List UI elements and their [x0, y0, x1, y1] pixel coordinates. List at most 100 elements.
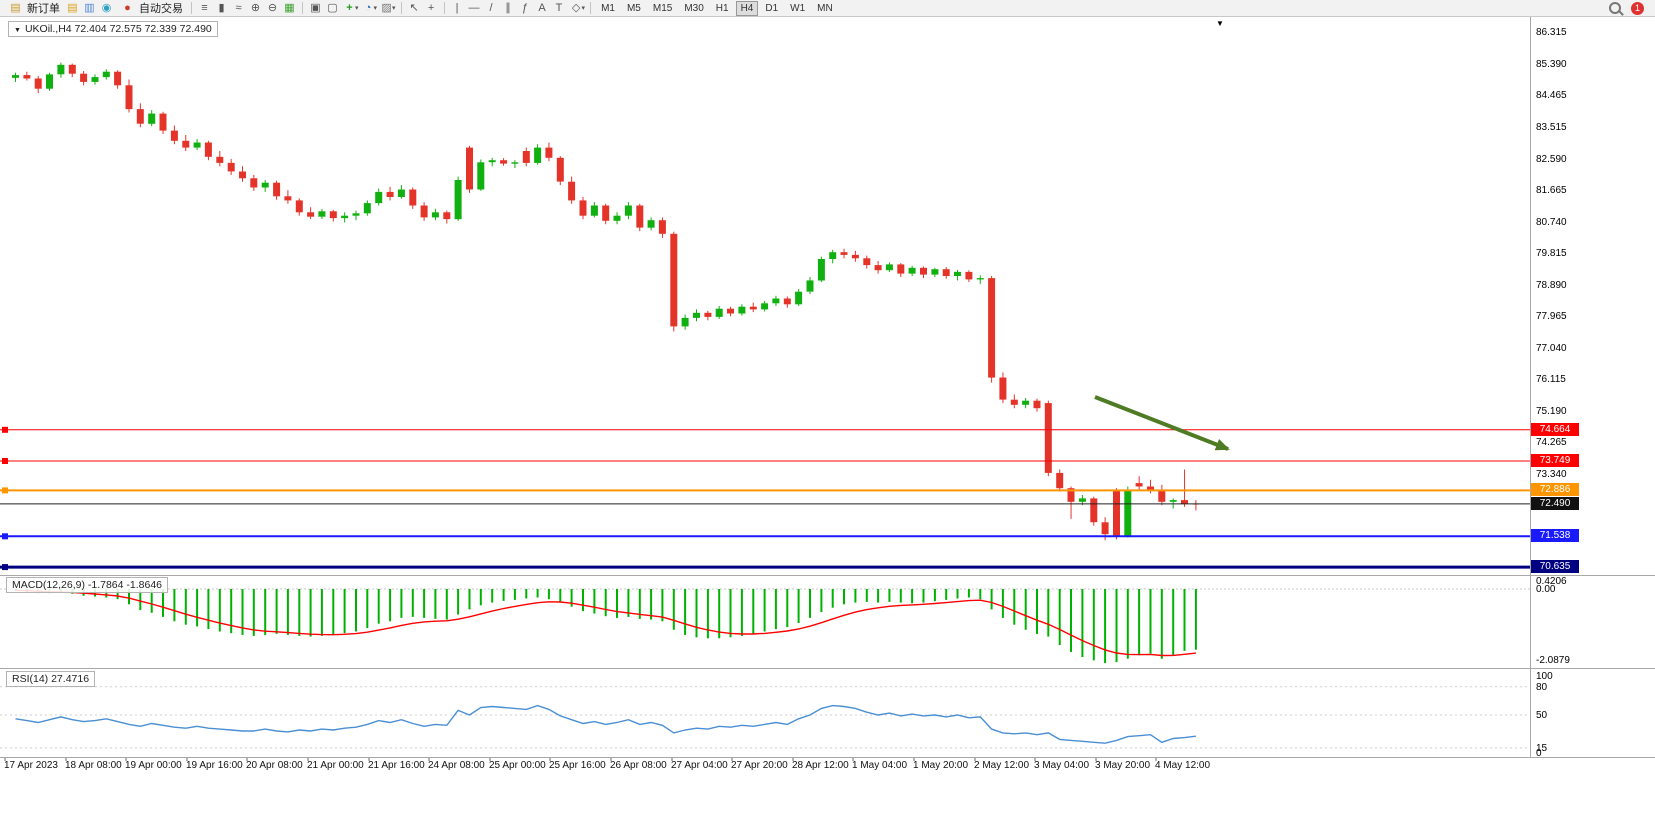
- line-chart-icon[interactable]: ≈: [235, 1, 242, 14]
- candle-body: [954, 271, 961, 276]
- candle-body: [636, 205, 644, 228]
- search-icon[interactable]: [1609, 2, 1621, 14]
- crosshair-icon[interactable]: +: [427, 1, 435, 14]
- bar-chart-icon[interactable]: ≡: [201, 1, 208, 14]
- toolbar-separator: [400, 2, 402, 14]
- candle-body: [1090, 498, 1098, 523]
- candle-body: [307, 212, 315, 217]
- candle-body: [250, 178, 258, 188]
- candle-body: [874, 265, 882, 271]
- timeframe-m15[interactable]: M15: [652, 2, 673, 14]
- candle-body: [1158, 489, 1166, 502]
- candle-body: [1124, 489, 1132, 536]
- price-level-badge: 74.664: [1531, 423, 1579, 436]
- equidistant-channel-icon[interactable]: ∥: [505, 1, 511, 14]
- new-chart-icon[interactable]: ▣: [310, 1, 321, 14]
- candle-body: [375, 191, 383, 204]
- new-order-label: 新订单: [27, 3, 60, 15]
- candle-body: [988, 278, 996, 378]
- timeframe-h4[interactable]: H4: [735, 0, 759, 16]
- candle-body: [534, 147, 542, 163]
- candle-body: [363, 203, 371, 214]
- candle-body: [693, 312, 700, 318]
- notification-badge[interactable]: 1: [1631, 1, 1644, 15]
- candle-body: [681, 317, 689, 327]
- time-axis-label: 1 May 20:00: [913, 760, 969, 771]
- chart-ohlc-text: UKOil.,H4 72.404 72.575 72.339 72.490: [24, 23, 212, 35]
- trend-arrow[interactable]: [1094, 395, 1230, 451]
- market-watch-icon[interactable]: ◉: [101, 1, 112, 14]
- timeframe-h1[interactable]: H1: [715, 2, 729, 14]
- price-axis-label: 77.040: [1536, 343, 1567, 354]
- candle-body: [159, 113, 167, 131]
- candle-body: [431, 212, 439, 218]
- candle-body: [976, 278, 984, 280]
- vertical-line-icon[interactable]: |: [455, 1, 459, 14]
- timeframe-m30[interactable]: M30: [684, 2, 704, 14]
- periods-icon[interactable]: ◔: [364, 1, 372, 14]
- price-axis-label: 81.665: [1536, 185, 1567, 196]
- autotrade-button[interactable]: ● 自动交易: [115, 0, 187, 16]
- time-axis-label: 17 Apr 2023: [4, 760, 58, 771]
- candle-body: [761, 303, 769, 310]
- fibonacci-icon[interactable]: ƒ: [521, 1, 529, 14]
- time-axis-label: 1 May 04:00: [852, 760, 908, 771]
- macd-panel-divider[interactable]: [0, 575, 1655, 576]
- time-axis-label: 21 Apr 00:00: [307, 760, 364, 771]
- candle-body: [34, 78, 42, 89]
- price-axis-label: 80.740: [1536, 217, 1567, 228]
- timeframe-d1[interactable]: D1: [765, 2, 779, 14]
- timeframe-m5[interactable]: M5: [626, 2, 641, 14]
- price-axis-label: 76.115: [1536, 374, 1566, 385]
- timeframe-mn[interactable]: MN: [817, 2, 833, 14]
- shapes-icon[interactable]: ◇: [571, 1, 581, 14]
- level-handle[interactable]: [2, 564, 8, 571]
- templates-icon-dropdown[interactable]: ▾: [392, 5, 396, 12]
- candle-body: [738, 306, 746, 314]
- timeframe-m1[interactable]: M1: [601, 2, 615, 14]
- candle-body: [80, 73, 88, 82]
- rsi-panel-divider[interactable]: [0, 668, 1655, 669]
- candle-body: [602, 205, 610, 221]
- level-handle[interactable]: [2, 533, 8, 540]
- candle-body: [386, 191, 394, 197]
- candle-body: [1010, 399, 1018, 405]
- horizontal-line-icon[interactable]: —: [468, 1, 480, 14]
- chart-windows-icon[interactable]: ▢: [327, 1, 338, 14]
- level-handle[interactable]: [2, 487, 8, 494]
- zoom-out-icon[interactable]: ⊖: [267, 1, 278, 14]
- candlestick-chart-icon[interactable]: ▮: [218, 1, 225, 14]
- time-axis-label: 21 Apr 16:00: [368, 760, 425, 771]
- text-icon[interactable]: A: [538, 1, 546, 14]
- new-order-button[interactable]: ▤ 新订单: [3, 0, 64, 16]
- cursor-icon[interactable]: ↖: [409, 1, 419, 14]
- candle-body: [920, 267, 927, 275]
- candle-body: [658, 220, 666, 234]
- candle-body: [1101, 522, 1109, 535]
- level-handle[interactable]: [2, 458, 8, 464]
- price-axis-label: 83.515: [1536, 122, 1567, 133]
- tile-windows-icon[interactable]: ▦: [284, 1, 295, 14]
- price-axis-label: 75.190: [1536, 406, 1567, 417]
- candle-body: [227, 162, 235, 172]
- timeframe-w1[interactable]: W1: [790, 2, 806, 14]
- toolbar-separator: [191, 2, 192, 14]
- indicators-icon[interactable]: +: [346, 1, 353, 14]
- templates-icon[interactable]: ▨: [381, 1, 392, 14]
- candle-body: [1078, 498, 1086, 502]
- trendline-icon[interactable]: /: [489, 1, 493, 14]
- level-handle[interactable]: [2, 426, 8, 433]
- ohlc-collapse-icon[interactable]: ▼: [14, 27, 21, 34]
- zoom-in-icon[interactable]: ⊕: [250, 1, 261, 14]
- charts-icon[interactable]: ▤: [67, 1, 78, 14]
- price-level-badge: 71.538: [1531, 529, 1579, 542]
- periods-icon-dropdown[interactable]: ▾: [373, 5, 378, 12]
- text-label-icon[interactable]: T: [555, 1, 563, 14]
- indicators-icon-dropdown[interactable]: ▾: [355, 5, 359, 12]
- macd-axis-label: 0.00: [1536, 584, 1556, 595]
- candle-body: [273, 182, 281, 197]
- profiles-icon[interactable]: ▥: [84, 1, 95, 14]
- shapes-icon-dropdown[interactable]: ▾: [581, 5, 586, 12]
